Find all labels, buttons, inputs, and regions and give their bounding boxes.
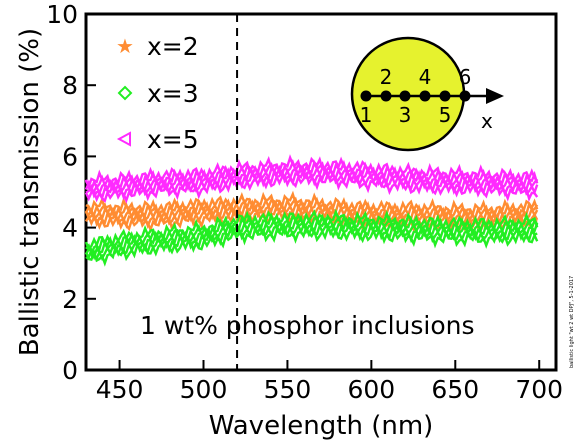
inset-point-label: 5	[439, 103, 452, 127]
inset-point	[439, 90, 451, 102]
legend-label-2: x=3	[147, 79, 199, 108]
x-tick-label: 650	[431, 375, 479, 404]
x-tick-label: 450	[96, 375, 144, 404]
series-2	[84, 208, 539, 267]
y-tick-label: 4	[62, 214, 78, 243]
y-tick-label: 0	[62, 356, 78, 385]
inset-point	[360, 90, 372, 102]
side-note: ballistic light "wt 2 wt DPJ", 5-1-2017	[569, 276, 575, 368]
series-trace	[84, 196, 539, 223]
inset-diagram: 1 3 5 2 4 6 x	[350, 36, 504, 152]
y-tick-label: 2	[62, 285, 78, 314]
inset-point	[380, 90, 392, 102]
legend-marker-1: ★	[116, 34, 134, 58]
inset-point	[399, 90, 411, 102]
series-3	[84, 154, 539, 204]
x-tick-label: 600	[347, 375, 395, 404]
x-axis-label: Wavelength (nm)	[209, 411, 434, 441]
legend-label-3: x=5	[147, 125, 199, 154]
series-trace	[84, 154, 539, 191]
inset-point-label: 1	[360, 103, 373, 127]
y-axis-label: Ballistic transmission (%)	[15, 28, 45, 356]
legend-label-1: x=2	[147, 32, 199, 61]
legend-marker-2	[117, 85, 133, 101]
y-tick-label: 8	[62, 71, 78, 100]
inset-point	[459, 90, 471, 102]
x-tick-label: 700	[515, 375, 563, 404]
series-layer	[84, 154, 539, 267]
y-tick-label: 6	[62, 142, 78, 171]
inset-point	[419, 90, 431, 102]
legend: ★ x=2 x=3 x=5	[116, 32, 199, 154]
inset-axis-label: x	[481, 109, 493, 133]
inset-point-label: 2	[380, 65, 393, 89]
inset-point-label: 6	[459, 65, 472, 89]
series-trace	[84, 208, 539, 252]
series-trace	[85, 190, 539, 219]
inset-point-label: 3	[399, 103, 412, 127]
y-tick-label: 10	[46, 0, 78, 29]
inset-points: 1 3 5 2 4 6	[360, 65, 472, 127]
legend-marker-3	[116, 131, 131, 147]
x-tick-label: 550	[264, 375, 312, 404]
inset-arrow-head	[486, 88, 504, 104]
annotation-text: 1 wt% phosphor inclusions	[140, 311, 475, 340]
inset-point-label: 4	[419, 65, 432, 89]
x-tick-label: 500	[180, 375, 228, 404]
ticks-layer: 450 500 550 600 650 700 0 2 4 6 8 10	[46, 0, 563, 404]
